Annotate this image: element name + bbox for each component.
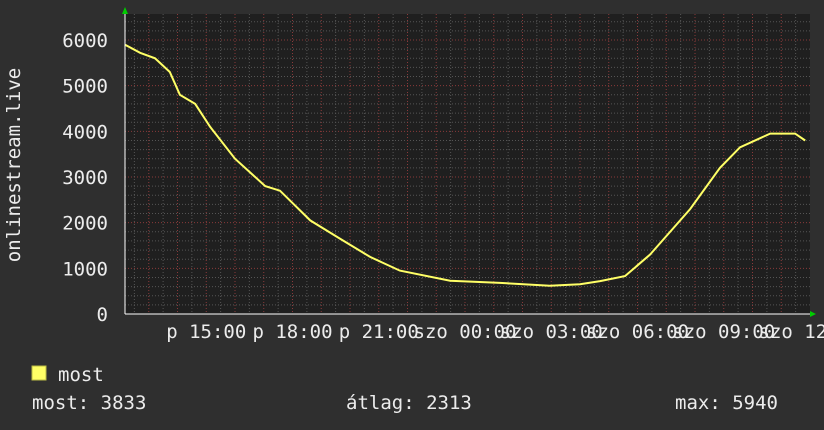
- y-axis: 0 1000 2000 3000 4000 5000 6000: [62, 30, 108, 326]
- stat-current: most: 3833: [32, 392, 146, 414]
- y-axis-arrow-icon: [122, 7, 128, 14]
- legend-label-most: most: [58, 364, 104, 386]
- series-line-most: [124, 43, 806, 287]
- plot-area: [125, 14, 810, 314]
- x-tick-label: szo 03:00: [500, 321, 603, 343]
- y-tick-label: 2000: [62, 213, 108, 235]
- y-tick-label: 1000: [62, 258, 108, 280]
- x-tick-label: p 15:00: [166, 321, 246, 343]
- y-axis-label: onlinestream.live: [3, 68, 25, 262]
- x-tick-label: szo 12:00: [759, 321, 824, 343]
- x-tick-label: p 18:00: [252, 321, 332, 343]
- stat-max: max: 5940: [675, 392, 778, 414]
- grid: [125, 14, 810, 314]
- y-tick-label: 6000: [62, 30, 108, 52]
- legend-swatch-most: [31, 365, 47, 381]
- x-tick-label: szo 09:00: [672, 321, 775, 343]
- x-axis-arrow-icon: [810, 311, 816, 317]
- y-tick-label: 3000: [62, 167, 108, 189]
- y-tick-label: 0: [97, 304, 108, 326]
- x-tick-label: szo 00:00: [414, 321, 517, 343]
- x-tick-label: szo 06:00: [586, 321, 689, 343]
- y-tick-label: 5000: [62, 76, 108, 98]
- x-tick-label: p 21:00: [339, 321, 419, 343]
- y-tick-label: 4000: [62, 121, 108, 143]
- stat-average: átlag: 2313: [346, 392, 472, 414]
